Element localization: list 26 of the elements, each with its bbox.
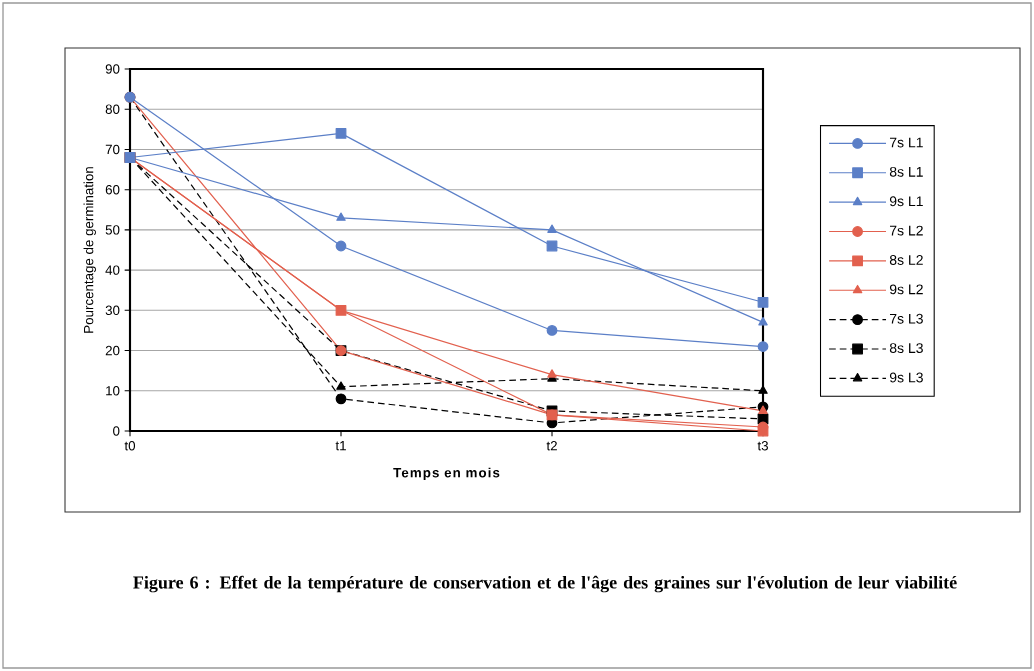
- x-tick-label: t1: [335, 441, 346, 451]
- y-tick-label: 20: [105, 345, 120, 356]
- legend-label: 7s L1: [889, 137, 923, 148]
- legend-label: 8s L2: [889, 255, 923, 265]
- y-tick-label: 50: [105, 225, 120, 235]
- y-tick-label: 30: [105, 305, 120, 316]
- y-tick-label: 40: [105, 265, 120, 275]
- legend-label: 7s L2: [889, 225, 923, 236]
- x-axis-title: Temps en mois: [393, 467, 500, 481]
- legend-label: 9s L1: [889, 196, 923, 207]
- legend-label: 9s L2: [889, 284, 923, 295]
- y-tick-label: 90: [105, 64, 120, 74]
- y-tick-label: 60: [105, 184, 120, 195]
- y-tick-label: 70: [105, 144, 120, 155]
- x-tick-label: t2: [546, 441, 557, 451]
- x-tick-label: t3: [757, 441, 768, 451]
- legend-label: 7s L3: [889, 313, 923, 324]
- text: Figure 6 : Effet de la température de conservation et de l'âge des graines sur l'évolution de leur viabilité: [133, 575, 957, 593]
- legend-label: 8s L1: [889, 166, 923, 177]
- y-tick-label: 80: [105, 104, 120, 114]
- y-tick-label: 0: [113, 426, 120, 436]
- x-tick-label: t0: [124, 441, 136, 451]
- legend-label: 9s L3: [889, 372, 923, 383]
- legend-label: 8s L3: [889, 343, 923, 354]
- y-tick-label: 10: [106, 386, 120, 396]
- y-axis-title: Pourcentage de germination: [83, 167, 96, 333]
